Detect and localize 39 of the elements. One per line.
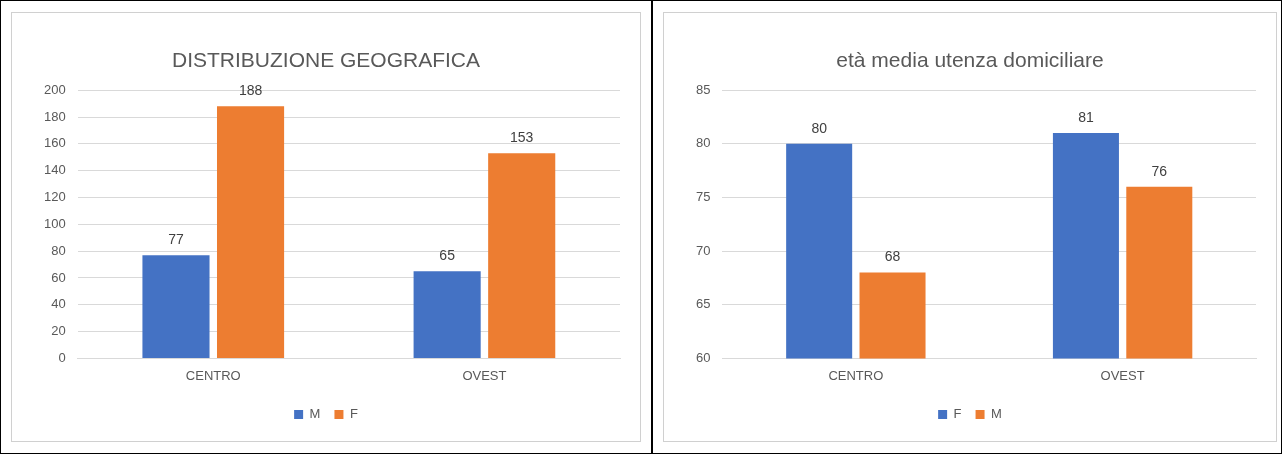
y-tick-label: 160 <box>43 135 66 151</box>
y-tick-label: 60 <box>51 269 66 285</box>
x-tick-label: CENTRO <box>828 367 884 383</box>
data-label: 80 <box>811 119 828 136</box>
legend-label: F <box>349 406 358 422</box>
data-label: 76 <box>1151 162 1168 179</box>
legend-label: M <box>309 406 321 422</box>
y-tick-label: 85 <box>695 81 711 97</box>
data-label: 68 <box>884 248 901 265</box>
y-tick-label: 75 <box>695 189 711 205</box>
data-label: 153 <box>510 129 534 146</box>
y-tick-label: 80 <box>695 135 711 151</box>
data-label: 65 <box>439 247 456 264</box>
y-tick-label: 65 <box>695 296 711 312</box>
y-tick-label: 20 <box>51 323 66 339</box>
legend-label: F <box>953 406 962 422</box>
bar <box>142 255 210 358</box>
bar <box>217 106 285 358</box>
chart-title: età media utenza domiciliare <box>836 48 1104 72</box>
x-tick-label: OVEST <box>1100 367 1145 383</box>
bar <box>413 271 481 358</box>
y-tick-label: 120 <box>43 189 66 205</box>
data-label: 77 <box>168 231 184 247</box>
chart-title: DISTRIBUZIONE GEOGRAFICA <box>171 48 481 72</box>
y-tick-label: 40 <box>51 296 66 312</box>
legend-label: M <box>991 406 1002 422</box>
y-tick-label: 80 <box>51 242 66 258</box>
y-tick-label: 180 <box>43 108 66 124</box>
data-label: 81 <box>1078 108 1094 125</box>
y-tick-label: 70 <box>695 242 711 258</box>
y-tick-label: 60 <box>695 349 711 365</box>
y-tick-label: 200 <box>43 81 66 97</box>
data-label: 188 <box>238 82 263 99</box>
y-tick-label: 100 <box>43 215 66 231</box>
x-tick-label: OVEST <box>462 367 507 383</box>
y-tick-label: 140 <box>43 162 66 178</box>
y-tick-label: 0 <box>58 349 66 365</box>
x-tick-label: CENTRO <box>185 367 241 383</box>
bar <box>488 153 556 358</box>
